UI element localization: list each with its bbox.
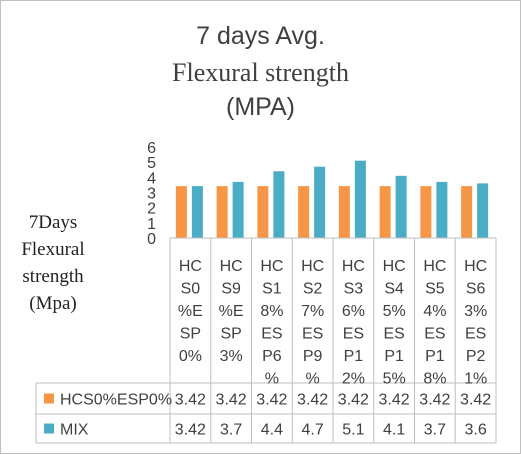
table-value: 4.4 (261, 422, 283, 439)
category-label: 0% (179, 348, 202, 365)
y-axis-label: 7Days Flexural strength (Mpa) (10, 209, 96, 317)
category-label: 5% (383, 303, 406, 320)
category-label: S6 (466, 281, 486, 298)
chart-title-line-3: (MPA) (226, 93, 295, 121)
table-value: 3.42 (175, 422, 206, 439)
category-label: 8% (423, 371, 446, 388)
table-value: 4.1 (383, 422, 405, 439)
category-label: P6 (262, 348, 282, 365)
category-label: P1 (344, 348, 364, 365)
category-label: HC (423, 258, 446, 275)
category-label: 3% (220, 348, 243, 365)
bar-HCS0%ESP0% (338, 186, 350, 238)
y-tick-label: 4 (147, 170, 156, 187)
category-label: % (265, 371, 279, 388)
bar-HCS0%ESP0% (298, 186, 310, 238)
bar-MIX (395, 175, 407, 238)
category-label: S3 (344, 281, 364, 298)
category-label: ES (302, 326, 323, 343)
y-axis-label-line: Flexural (21, 239, 85, 260)
category-label: HC (260, 258, 283, 275)
bar-MIX (273, 171, 285, 238)
table-value: 3.42 (460, 392, 491, 409)
table-value: 3.42 (256, 392, 287, 409)
legend-key-HCS0%ESP0% (44, 393, 54, 404)
category-label: P1 (384, 348, 404, 365)
table-value: 5.1 (342, 422, 364, 439)
category-label: ES (343, 326, 364, 343)
category-label: % (306, 371, 320, 388)
bar-MIX (477, 183, 489, 238)
category-label: HC (220, 258, 243, 275)
table-value: 3.42 (297, 392, 328, 409)
y-axis-label-line: (Mpa) (29, 293, 77, 314)
legend-label: MIX (60, 422, 89, 439)
category-label: S0 (181, 281, 201, 298)
category-label: SP (180, 326, 201, 343)
table-value: 3.6 (465, 422, 487, 439)
table-value: 3.7 (220, 422, 242, 439)
table-value: 3.42 (175, 392, 206, 409)
table-value: 3.42 (419, 392, 450, 409)
bar-MIX (191, 186, 203, 238)
y-tick-label: 2 (147, 201, 156, 218)
category-label: HC (342, 258, 365, 275)
category-label: S9 (221, 281, 241, 298)
category-label: 6% (342, 303, 365, 320)
category-label: 8% (260, 303, 283, 320)
table-value: 3.42 (338, 392, 369, 409)
bar-HCS0%ESP0% (216, 186, 228, 238)
category-label: P9 (303, 348, 323, 365)
bar-HCS0%ESP0% (257, 186, 269, 238)
chart-title-line-1: 7 days Avg. (196, 22, 325, 50)
bar-MIX (436, 181, 448, 238)
category-label: %E (178, 303, 203, 320)
bar-HCS0%ESP0% (461, 186, 473, 238)
category-label: 1% (464, 371, 487, 388)
category-label: HC (179, 258, 202, 275)
category-label: ES (261, 326, 282, 343)
category-label: S1 (262, 281, 282, 298)
table-value: 3.7 (424, 422, 446, 439)
legend-label: HCS0%ESP0% (60, 392, 172, 409)
table-value: 3.42 (379, 392, 410, 409)
y-axis-label-line: 7Days (28, 212, 78, 233)
category-label: HC (383, 258, 406, 275)
y-tick-label: 0 (147, 231, 156, 248)
category-label: 2% (342, 371, 365, 388)
category-label: SP (220, 326, 241, 343)
category-label: 3% (464, 303, 487, 320)
legend-key-MIX (44, 423, 54, 434)
category-label: S5 (425, 281, 445, 298)
category-label: 5% (383, 371, 406, 388)
y-tick-label: 3 (147, 186, 156, 203)
y-tick-label: 1 (147, 216, 156, 233)
table-value: 4.7 (302, 422, 324, 439)
category-label: 4% (423, 303, 446, 320)
bar-HCS0%ESP0% (379, 186, 391, 238)
bar-MIX (314, 166, 326, 238)
category-label: 7% (301, 303, 324, 320)
y-axis-label-line: strength (22, 266, 84, 287)
category-label: ES (465, 326, 486, 343)
category-label: ES (383, 326, 404, 343)
y-tick-label: 6 (147, 140, 156, 157)
y-tick-label: 5 (147, 155, 156, 172)
table-value: 3.42 (216, 392, 247, 409)
bar-MIX (232, 181, 244, 238)
category-label: P1 (425, 348, 445, 365)
chart-title-line-2: Flexural strength (172, 58, 349, 87)
category-label: HC (464, 258, 487, 275)
category-label: ES (424, 326, 445, 343)
category-label: S2 (303, 281, 323, 298)
category-label: S4 (384, 281, 404, 298)
bar-HCS0%ESP0% (175, 186, 187, 238)
category-label: P2 (466, 348, 486, 365)
bar-MIX (354, 160, 366, 238)
bar-HCS0%ESP0% (420, 186, 432, 238)
category-label: %E (219, 303, 244, 320)
category-label: HC (301, 258, 324, 275)
